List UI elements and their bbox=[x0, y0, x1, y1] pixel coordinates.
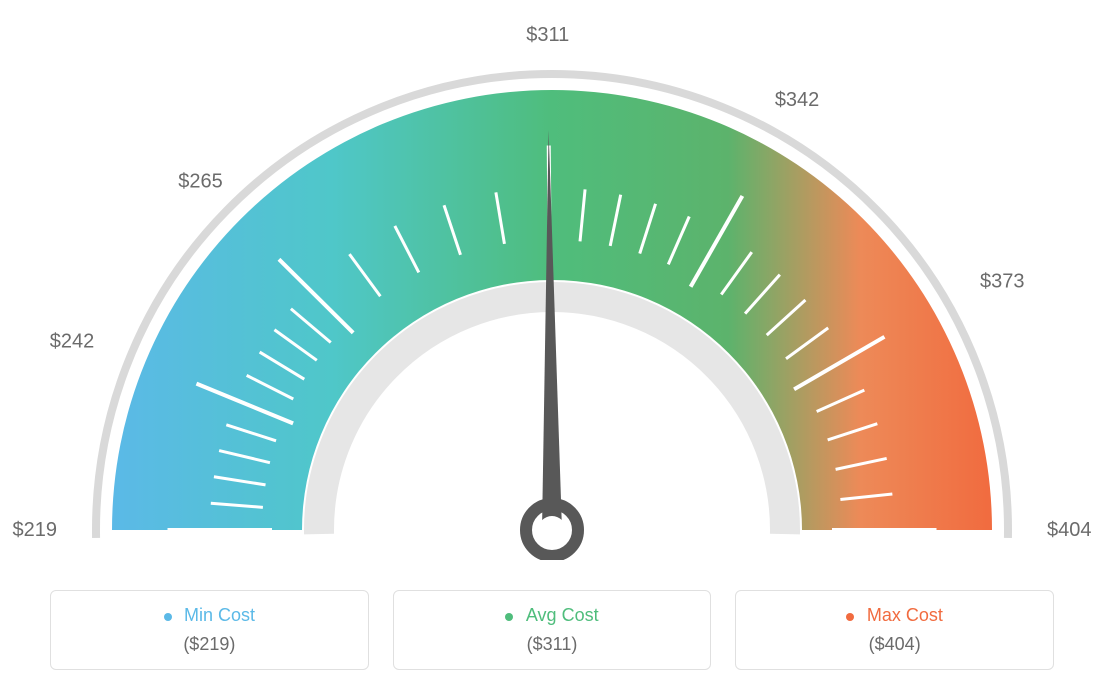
svg-text:$219: $219 bbox=[13, 519, 58, 541]
legend-bullet-min bbox=[164, 613, 172, 621]
legend-card-avg: Avg Cost ($311) bbox=[393, 590, 712, 670]
legend-label-max: Max Cost bbox=[867, 605, 943, 626]
svg-text:$311: $311 bbox=[526, 24, 569, 46]
legend-label-avg: Avg Cost bbox=[526, 605, 599, 626]
svg-text:$404: $404 bbox=[1047, 519, 1092, 541]
svg-text:$242: $242 bbox=[50, 331, 95, 353]
svg-text:$373: $373 bbox=[980, 270, 1025, 292]
legend-card-max: Max Cost ($404) bbox=[735, 590, 1054, 670]
gauge-svg: $219 $242 $265 $311 $342 $373 $404 bbox=[0, 0, 1104, 560]
legend-value-avg: ($311) bbox=[404, 634, 701, 655]
svg-text:$342: $342 bbox=[775, 89, 820, 111]
legend-value-max: ($404) bbox=[746, 634, 1043, 655]
svg-text:$265: $265 bbox=[178, 170, 223, 192]
legend-label-min: Min Cost bbox=[184, 605, 255, 626]
legend-bullet-max bbox=[846, 613, 854, 621]
legend-card-min: Min Cost ($219) bbox=[50, 590, 369, 670]
legend-bullet-avg bbox=[505, 613, 513, 621]
gauge-chart: $219 $242 $265 $311 $342 $373 $404 bbox=[0, 0, 1104, 560]
chart-container: $219 $242 $265 $311 $342 $373 $404 Min Cost ($… bbox=[0, 0, 1104, 690]
legend-value-min: ($219) bbox=[61, 634, 358, 655]
legend-row: Min Cost ($219) Avg Cost ($311) Max Cost… bbox=[50, 590, 1054, 670]
